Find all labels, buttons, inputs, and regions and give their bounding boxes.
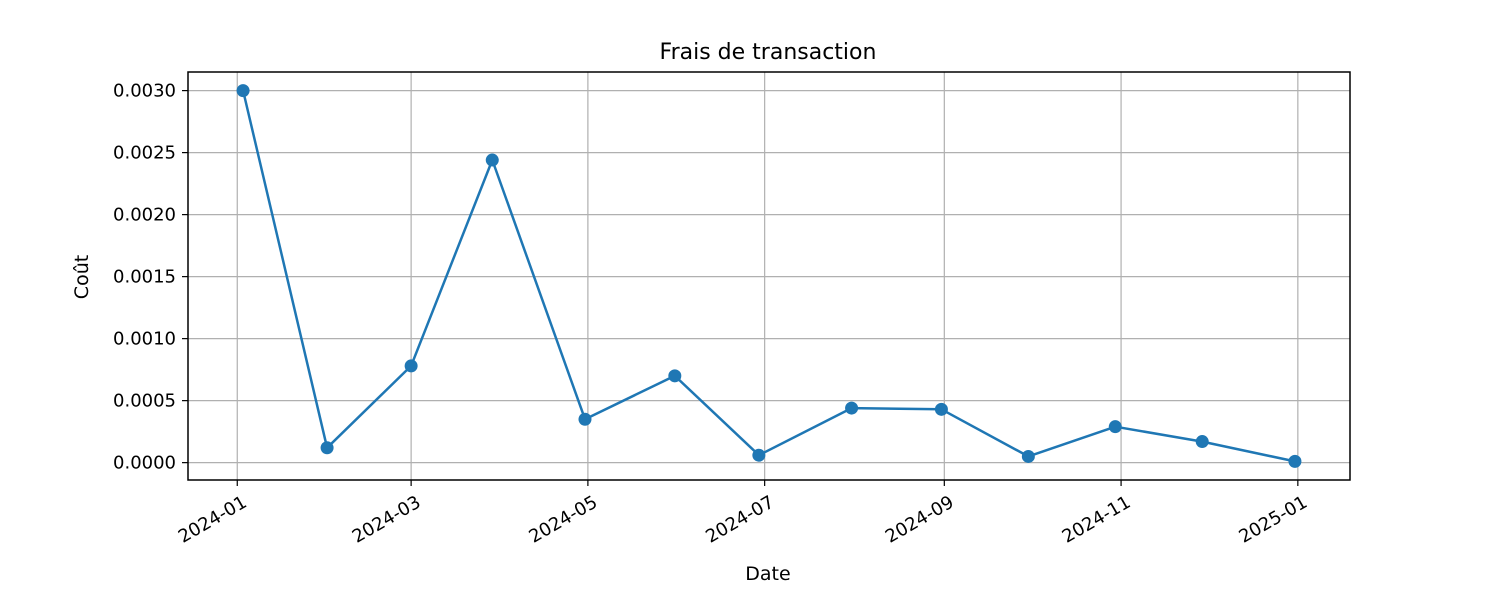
series-line [241, 90, 1296, 463]
ticks: 2024-01 2024-03 2024-05 2024-07 2024-09 2024-… [113, 81, 1311, 548]
data-point [1021, 449, 1035, 463]
data-point [752, 448, 766, 462]
data-point [1195, 435, 1209, 449]
x-axis-label: Date [745, 563, 790, 585]
data-point [1108, 420, 1122, 434]
data-point [668, 369, 682, 383]
y-axis-label: Coût [71, 255, 93, 299]
x-tick-label: 2024-09 [882, 492, 958, 548]
data-point [578, 412, 592, 426]
data-point [236, 84, 250, 98]
y-tick-label: 0.0025 [113, 143, 176, 164]
x-tick-label: 2024-07 [702, 492, 778, 548]
x-tick-label: 2024-03 [349, 492, 425, 548]
y-tick-label: 0.0000 [113, 453, 176, 474]
y-tick-label: 0.0015 [113, 267, 176, 288]
y-tick-label: 0.0020 [113, 205, 176, 226]
chart-title: Frais de transaction [660, 40, 877, 65]
series [236, 84, 1302, 468]
x-tick-label: 2024-11 [1059, 492, 1135, 548]
data-point [485, 153, 499, 167]
data-point [934, 402, 948, 416]
data-point [320, 441, 334, 455]
x-tick-label: 2024-01 [175, 492, 251, 548]
plot-frame [187, 71, 1351, 481]
x-tick-label: 2025-01 [1235, 492, 1311, 548]
y-tick-label: 0.0005 [113, 391, 176, 412]
data-point [845, 401, 859, 415]
y-tick-label: 0.0030 [113, 81, 176, 102]
y-tick-label: 0.0010 [113, 329, 176, 350]
data-point [1288, 454, 1302, 468]
data-point [404, 359, 418, 373]
x-tick-label: 2024-05 [525, 492, 601, 548]
grid [188, 72, 1350, 480]
